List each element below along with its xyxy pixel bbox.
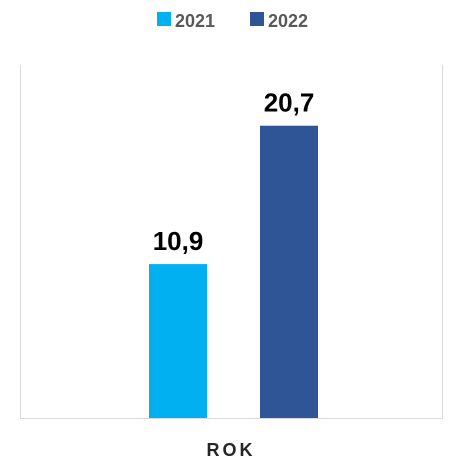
legend: 2021 2022 <box>157 11 308 31</box>
bar-2022 <box>260 125 318 418</box>
x-axis-label: ROK <box>207 440 256 460</box>
data-label-2021: 10,9 <box>153 226 204 256</box>
bars: 10,9 20,7 <box>149 88 318 418</box>
plot-area <box>20 65 443 419</box>
bar-2021 <box>149 264 207 418</box>
legend-label-2021: 2021 <box>175 11 215 31</box>
data-label-2022: 20,7 <box>264 88 315 118</box>
legend-swatch-2021 <box>157 12 171 26</box>
legend-label-2022: 2022 <box>268 11 308 31</box>
legend-swatch-2022 <box>250 12 264 26</box>
